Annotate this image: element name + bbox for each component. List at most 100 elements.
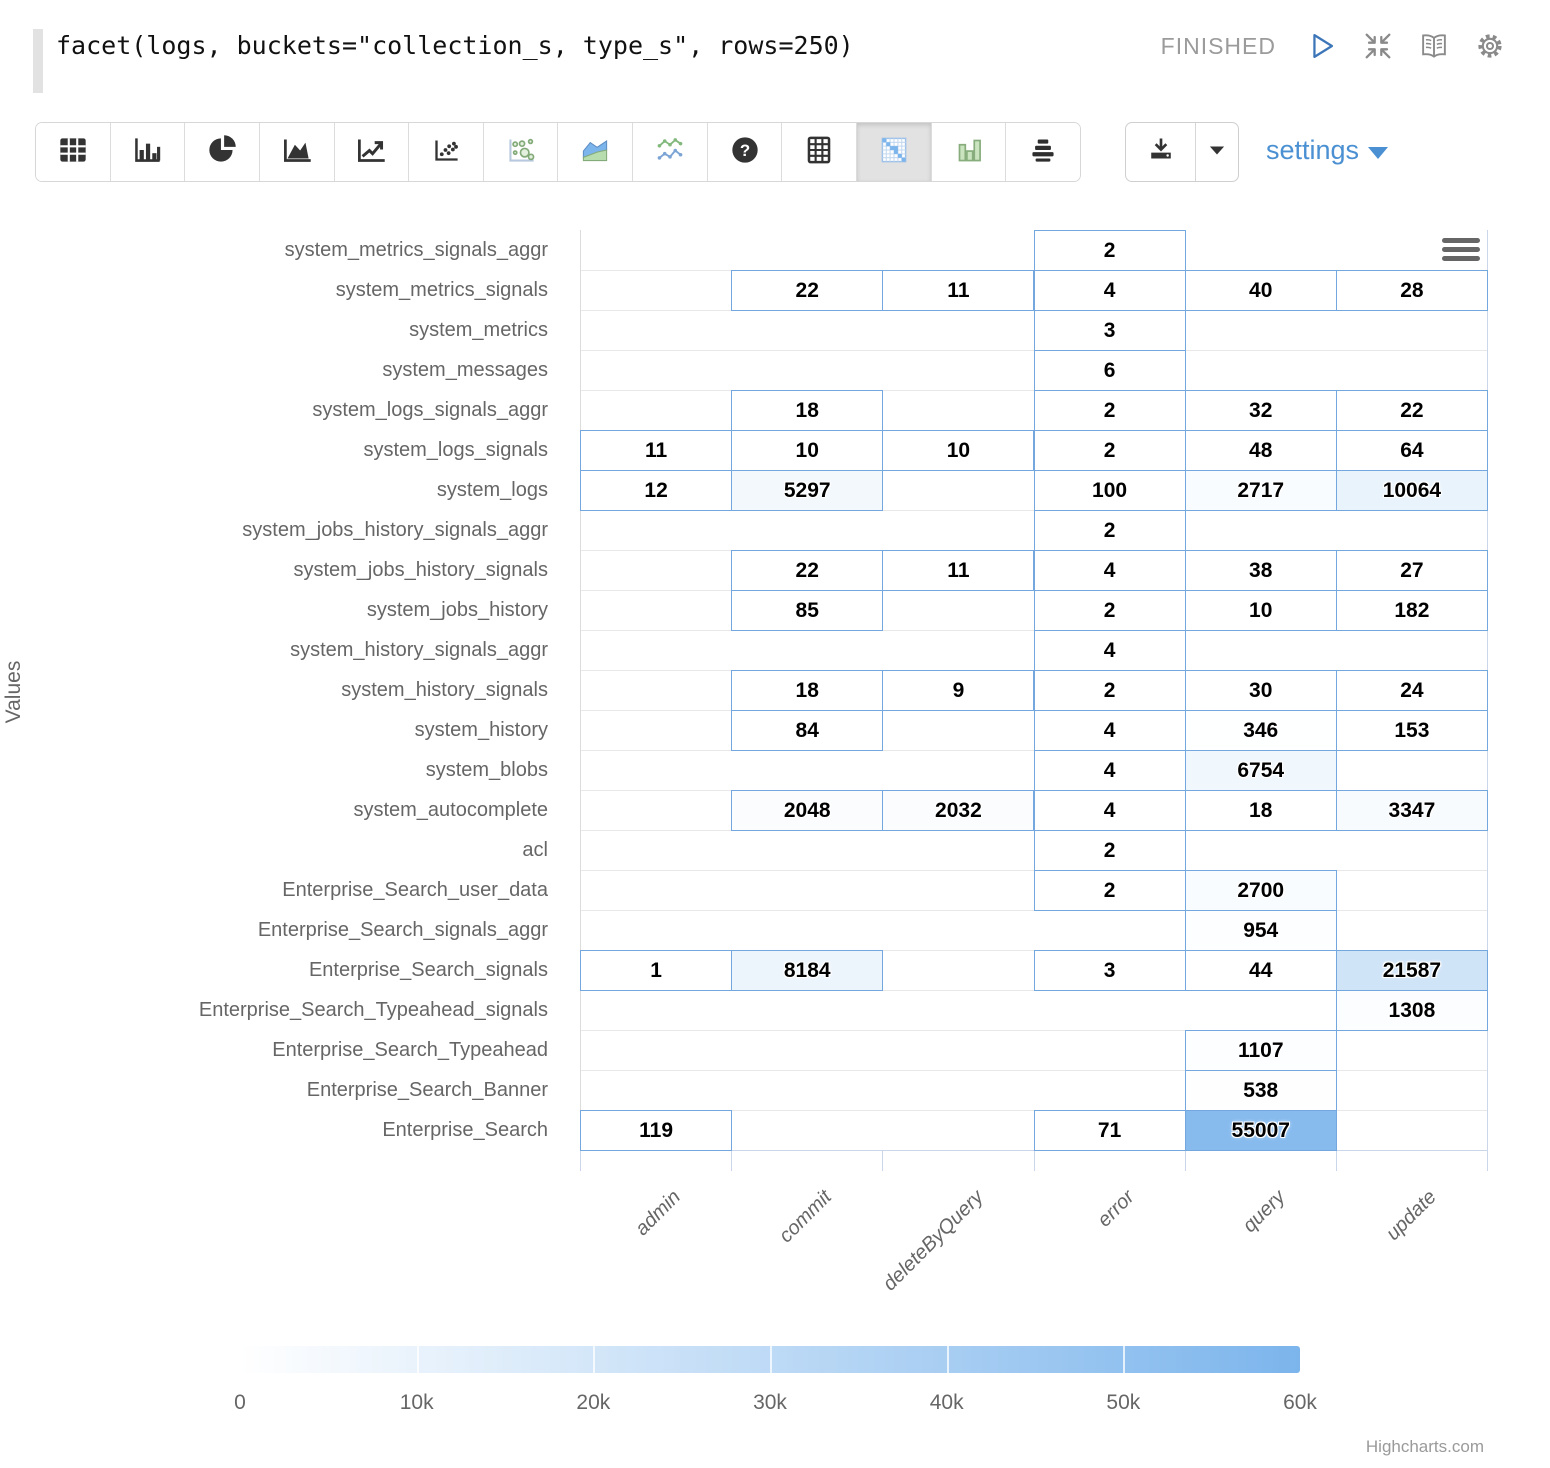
settings-toggle[interactable]: settings xyxy=(1266,135,1389,166)
heatmap-cell[interactable]: 10 xyxy=(882,430,1035,471)
heatmap-cell[interactable]: 12 xyxy=(580,470,733,511)
heatmap-cell[interactable]: 1308 xyxy=(1335,990,1488,1031)
heatmap-cell[interactable]: 18 xyxy=(731,670,884,711)
heatmap-cell[interactable]: 2700 xyxy=(1184,870,1337,911)
heatmap-cell[interactable]: 2 xyxy=(1033,830,1186,871)
heatmap-cell[interactable]: 153 xyxy=(1335,710,1488,751)
heatmap-cell[interactable]: 2717 xyxy=(1184,470,1337,511)
column-chart-button[interactable] xyxy=(931,123,1007,181)
heatmap-cell[interactable]: 22 xyxy=(731,270,884,311)
heatmap-cell[interactable]: 1 xyxy=(580,950,733,991)
heatmap-button[interactable] xyxy=(857,123,932,181)
book-icon[interactable] xyxy=(1416,28,1452,64)
gear-icon[interactable] xyxy=(1472,28,1508,64)
heatmap-cell[interactable]: 6 xyxy=(1033,350,1186,391)
heatmap-cell[interactable]: 71 xyxy=(1033,1110,1186,1151)
heatmap-cell[interactable]: 10 xyxy=(1184,590,1337,631)
table-button[interactable] xyxy=(36,123,111,181)
heatmap-cell[interactable]: 4 xyxy=(1033,550,1186,591)
heatmap-cell[interactable]: 22 xyxy=(731,550,884,591)
y-axis-label: system_history_signals xyxy=(341,679,548,701)
heatmap-cell[interactable]: 48 xyxy=(1184,430,1337,471)
heatmap-cell[interactable]: 8184 xyxy=(731,950,884,991)
heatmap-cell[interactable]: 2 xyxy=(1033,670,1186,711)
heatmap-cell[interactable]: 11 xyxy=(882,550,1035,591)
heatmap-cell[interactable]: 4 xyxy=(1033,790,1186,831)
heatmap-cell[interactable]: 85 xyxy=(731,590,884,631)
heatmap-cell[interactable]: 24 xyxy=(1335,670,1488,711)
heatmap-cell[interactable]: 22 xyxy=(1335,390,1488,431)
help-button[interactable]: ? xyxy=(707,123,783,181)
heatmap-cell[interactable]: 1107 xyxy=(1184,1030,1337,1071)
pie-chart-button[interactable] xyxy=(185,123,260,181)
heatmap-cell[interactable]: 38 xyxy=(1184,550,1337,591)
heatmap-cell[interactable]: 2 xyxy=(1033,590,1186,631)
svg-text:?: ? xyxy=(739,140,749,159)
heatmap-cell[interactable]: 3347 xyxy=(1335,790,1488,831)
heatmap-cell[interactable]: 27 xyxy=(1335,550,1488,591)
legend-tick-label: 40k xyxy=(929,1391,964,1414)
heatmap-cell[interactable]: 18 xyxy=(731,390,884,431)
query-editor[interactable]: facet(logs, buckets="collection_s, type_… xyxy=(56,31,854,60)
download-dropdown-button[interactable] xyxy=(1196,123,1238,181)
heatmap-cell[interactable]: 21587 xyxy=(1335,950,1488,991)
download-split-button xyxy=(1125,122,1239,182)
area-chart-button[interactable] xyxy=(259,123,335,181)
download-icon xyxy=(1145,134,1177,171)
heatmap-cell[interactable]: 119 xyxy=(580,1110,733,1151)
pivot-table-button[interactable] xyxy=(782,123,858,181)
play-icon[interactable] xyxy=(1304,28,1340,64)
heatmap-cell[interactable]: 2 xyxy=(1033,430,1186,471)
heatmap-cell[interactable]: 44 xyxy=(1184,950,1337,991)
heatmap-cell[interactable]: 4 xyxy=(1033,630,1186,671)
heatmap-cell[interactable]: 4 xyxy=(1033,270,1186,311)
color-gradient-bar xyxy=(240,1346,1300,1373)
status-badge: FINISHED xyxy=(1160,32,1276,59)
bubble-chart-button[interactable] xyxy=(483,123,559,181)
heatmap-cell[interactable]: 182 xyxy=(1335,590,1488,631)
stacked-area-chart-button[interactable] xyxy=(558,123,634,181)
heatmap-cell[interactable]: 30 xyxy=(1184,670,1337,711)
heatmap-cell[interactable]: 10 xyxy=(731,430,884,471)
heatmap-cell[interactable]: 954 xyxy=(1184,910,1337,951)
bar-chart-button[interactable] xyxy=(110,123,186,181)
heatmap-cell[interactable]: 40 xyxy=(1184,270,1337,311)
heatmap-cell[interactable]: 2 xyxy=(1033,870,1186,911)
line-chart-button[interactable] xyxy=(334,123,410,181)
heatmap-cell[interactable]: 11 xyxy=(580,430,733,471)
heatmap-cell[interactable]: 346 xyxy=(1184,710,1337,751)
legend-tick-label: 50k xyxy=(1106,1391,1141,1414)
y-axis-label: system_jobs_history_signals_aggr xyxy=(242,519,548,541)
funnel-chart-button[interactable] xyxy=(1006,123,1080,181)
heatmap-cell[interactable]: 5297 xyxy=(731,470,884,511)
y-axis-label: Enterprise_Search_Typeahead_signals xyxy=(198,999,548,1021)
heatmap-cell[interactable]: 84 xyxy=(731,710,884,751)
heatmap-cell[interactable]: 2 xyxy=(1033,510,1186,551)
heatmap-cell[interactable]: 18 xyxy=(1184,790,1337,831)
heatmap-cell[interactable]: 64 xyxy=(1335,430,1488,471)
chart-context-menu-icon[interactable] xyxy=(1442,238,1482,265)
heatmap-cell[interactable]: 100 xyxy=(1033,470,1186,511)
heatmap-cell[interactable]: 2 xyxy=(1033,230,1186,271)
heatmap-cell[interactable]: 11 xyxy=(882,270,1035,311)
heatmap-cell[interactable]: 28 xyxy=(1335,270,1488,311)
heatmap-cell[interactable]: 3 xyxy=(1033,950,1186,991)
heatmap-cell[interactable]: 3 xyxy=(1033,310,1186,351)
download-button[interactable] xyxy=(1126,123,1196,181)
spline-chart-button[interactable] xyxy=(633,123,708,181)
heatmap-cell[interactable]: 9 xyxy=(882,670,1035,711)
heatmap-cell[interactable]: 6754 xyxy=(1184,750,1337,791)
heatmap-cell[interactable]: 4 xyxy=(1033,750,1186,791)
shrink-icon[interactable] xyxy=(1360,28,1396,64)
heatmap-cell[interactable]: 32 xyxy=(1184,390,1337,431)
heatmap-cell[interactable]: 4 xyxy=(1033,710,1186,751)
heatmap-cell[interactable]: 538 xyxy=(1184,1070,1337,1111)
heatmap-cell[interactable]: 10064 xyxy=(1335,470,1488,511)
heatmap-cell[interactable]: 2032 xyxy=(882,790,1035,831)
heatmap-cell[interactable]: 2048 xyxy=(731,790,884,831)
bar-chart-icon xyxy=(128,131,166,174)
legend-tick-label: 30k xyxy=(753,1391,787,1414)
scatter-chart-button[interactable] xyxy=(409,123,484,181)
heatmap-cell[interactable]: 55007 xyxy=(1184,1110,1337,1151)
heatmap-cell[interactable]: 2 xyxy=(1033,390,1186,431)
